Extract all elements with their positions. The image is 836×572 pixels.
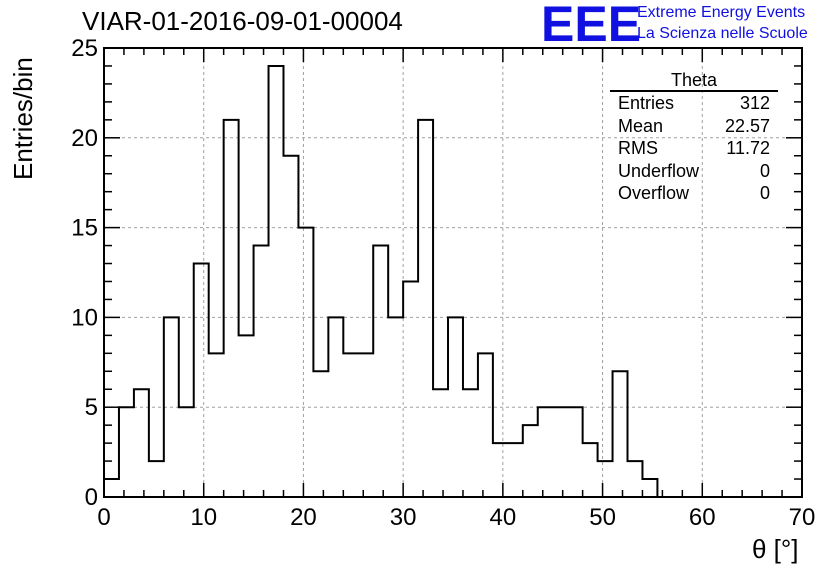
histogram-bin [119,407,134,497]
x-tick-label: 10 [190,504,217,531]
histogram-bin [134,389,149,497]
histogram-bars [103,64,673,498]
histogram-bin [508,443,523,497]
histogram-bin [239,335,254,497]
histogram-bin [493,443,508,497]
histogram-bin [194,264,209,497]
histogram-bin [523,425,538,497]
x-tick-label: 60 [689,504,716,531]
stats-title: Theta [610,70,778,92]
stats-row-entries: Entries 312 [612,92,778,115]
x-tick-label: 30 [390,504,417,531]
histogram-bin [313,371,328,497]
stats-label: RMS [618,138,658,158]
stats-row-overflow: Overflow 0 [612,182,778,205]
axis-ticks [103,47,803,498]
histogram-bin [613,371,628,497]
logo-line-2: La Scienza nelle Scuole [637,25,808,42]
histogram-bin [583,443,598,497]
histogram-bin [179,407,194,497]
x-tick-label: 40 [490,504,517,531]
histogram-bin [478,353,493,497]
stats-value: 11.72 [726,138,770,158]
histogram-bin [598,461,613,497]
y-tick-label: 15 [71,215,98,242]
y-tick-label: 25 [71,35,98,62]
histogram-bin [553,407,568,497]
histogram-bin [538,407,553,497]
tick-labels: 0 10 20 30 40 50 60 70 0 5 10 15 20 25 [71,35,815,531]
histogram-bin [149,461,164,497]
plot-frame [103,47,803,498]
stats-value: 0 [759,160,770,181]
stats-value: 22.57 [724,115,770,136]
histogram-bin [343,353,358,497]
stats-label: Mean [618,115,664,136]
x-tick-label: 50 [589,504,616,531]
histogram-bin [463,389,478,497]
histogram-bin [224,120,239,497]
y-tick-label: 10 [71,304,98,331]
y-axis-label: Entries/bin [8,57,38,180]
histogram-bin [328,317,343,497]
y-tick-label: 5 [85,394,98,421]
histogram-bin [418,120,433,497]
histogram-bin [269,66,284,497]
x-tick-label: 0 [97,504,110,531]
histogram-bin [448,317,463,497]
y-tick-label: 20 [71,125,98,152]
histogram-bin [388,317,403,497]
stats-row-rms: RMS 11.72 [612,137,778,160]
histogram-bin [568,407,583,497]
histogram-bin [433,389,448,497]
histogram-bin [358,353,373,497]
x-axis-label: θ [°] [752,534,799,564]
histogram-bin [283,156,298,497]
stats-label: Entries [618,93,675,113]
histogram-bin [628,461,643,497]
histogram-bin [298,228,313,497]
logo-line-1: Extreme Energy Events [637,4,806,21]
stats-row-underflow: Underflow 0 [612,160,778,183]
stats-value: 0 [759,183,770,203]
histogram-bin [254,246,269,497]
stats-label: Overflow [618,183,690,203]
grid-lines [104,48,802,497]
stats-row-mean: Mean 22.57 [612,115,778,138]
stats-value: 312 [739,93,770,113]
x-tick-label: 70 [789,504,816,531]
stats-box: Theta Entries 312 Mean 22.57 RMS 11.72 U… [610,70,778,205]
histogram-bin [642,479,657,497]
histogram-bin [209,353,224,497]
histogram-bin [403,281,418,497]
histogram-bin [164,317,179,497]
eee-logo: EEE [541,0,642,52]
histogram-bin [373,246,388,497]
chart-title: VIAR-01-2016-09-01-00004 [82,6,403,36]
stats-label: Underflow [618,160,700,181]
histogram-bin [104,479,119,497]
histogram-outline [103,64,673,498]
y-tick-label: 0 [85,484,98,511]
x-tick-label: 20 [290,504,317,531]
